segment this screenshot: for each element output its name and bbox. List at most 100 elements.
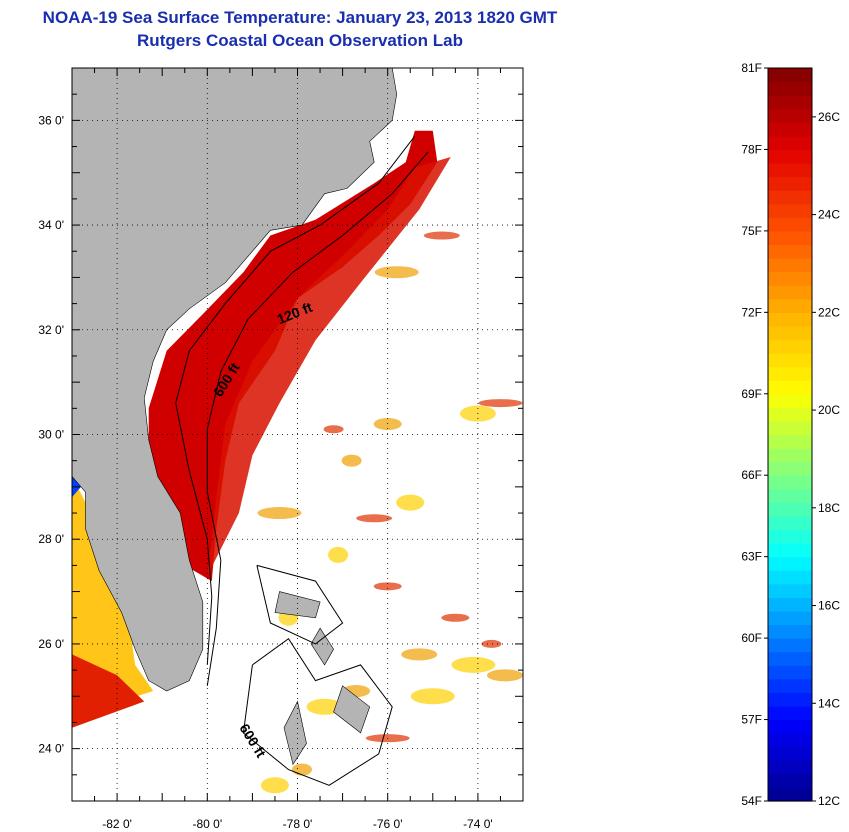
colorbar-band	[768, 271, 812, 286]
colorbar-band	[768, 624, 812, 639]
contour-bahamas-bank	[242, 637, 393, 786]
colorbar-band	[768, 638, 812, 653]
colorbar-label-c: 20C	[818, 403, 840, 417]
lon-tick-label: -78 0'	[283, 817, 313, 831]
colorbar-label-c: 26C	[818, 110, 840, 124]
sst-speck	[401, 648, 438, 661]
gulf-warm-edge	[72, 654, 145, 728]
contour-little-bahama-bank	[256, 564, 344, 645]
colorbar-band	[768, 176, 812, 191]
colorbar-band	[768, 692, 812, 707]
colorbar-label-f: 66F	[741, 468, 762, 482]
colorbar-label-f: 72F	[741, 305, 762, 319]
colorbar-band	[768, 773, 812, 789]
colorbar-band	[768, 420, 812, 436]
lat-tick-label: 32 0'	[38, 323, 64, 337]
colorbar-band	[768, 95, 812, 110]
lat-tick-label: 30 0'	[38, 428, 64, 442]
colorbar-label-c: 18C	[818, 501, 840, 515]
colorbar-label-f: 75F	[741, 224, 762, 238]
colorbar-band	[768, 203, 812, 218]
colorbar-band	[768, 610, 812, 626]
colorbar-band	[768, 353, 812, 368]
sst-speck	[478, 399, 523, 408]
lat-tick-label: 36 0'	[38, 113, 64, 127]
contour-600ft	[206, 151, 429, 686]
sst-speck	[341, 454, 362, 467]
colorbar-label-f: 57F	[741, 713, 762, 727]
sst-speck	[396, 494, 425, 511]
colorbar-band	[768, 719, 812, 734]
colorbar-band	[768, 135, 812, 151]
land-mainland	[72, 68, 398, 692]
colorbar-band	[768, 448, 812, 463]
colorbar-band	[768, 488, 812, 503]
sst-speck	[486, 669, 523, 682]
colorbar-label-c: 22C	[818, 305, 840, 319]
colorbar-band	[768, 760, 812, 775]
colorbar-band	[768, 461, 812, 476]
colorbar-label-f: 81F	[741, 61, 762, 75]
colorbar-band	[768, 366, 812, 381]
sst-speck	[323, 425, 344, 434]
sst-speck	[373, 582, 402, 591]
colorbar-band	[768, 733, 812, 748]
colorbar-band	[768, 583, 812, 598]
colorbar-band	[768, 81, 812, 96]
lat-tick-label: 24 0'	[38, 742, 64, 756]
colorbar-band	[768, 190, 812, 205]
colorbar-band	[768, 665, 812, 680]
colorbar-label-f: 63F	[741, 550, 762, 564]
colorbar-label-f: 69F	[741, 387, 762, 401]
lon-tick-label: -82 0'	[102, 817, 132, 831]
contour-120ft	[175, 135, 416, 665]
sst-speck	[481, 639, 502, 648]
colorbar-band	[768, 746, 812, 761]
colorbar-band	[768, 597, 812, 612]
sst-speck	[410, 688, 455, 705]
colorbar-band	[768, 380, 812, 395]
colorbar-label-c: 14C	[818, 696, 840, 710]
colorbar-band	[768, 149, 812, 164]
colorbar-band	[768, 434, 812, 449]
colorbar-label-c: 16C	[818, 599, 840, 613]
colorbar-band	[768, 122, 812, 137]
sst-speck	[423, 231, 460, 240]
colorbar-label-c: 24C	[818, 208, 840, 222]
title-line-2: Rutgers Coastal Ocean Observation Lab	[137, 31, 463, 50]
colorbar-band	[768, 475, 812, 490]
lon-tick-label: -76 0'	[373, 817, 403, 831]
colorbar-band	[768, 298, 812, 313]
sst-speck	[257, 507, 302, 520]
colorbar-label-f: 54F	[741, 794, 762, 808]
colorbar-band	[768, 108, 812, 123]
sst-speck	[328, 546, 349, 563]
lon-tick-label: -74 0'	[463, 817, 493, 831]
lon-tick-label: -80 0'	[192, 817, 222, 831]
colorbar-band	[768, 393, 812, 408]
title-line-1: NOAA-19 Sea Surface Temperature: January…	[42, 8, 558, 27]
colorbar-band	[768, 285, 812, 300]
sst-speck	[441, 613, 470, 622]
colorbar-band	[768, 570, 812, 585]
colorbar-band	[768, 230, 812, 246]
lat-tick-label: 34 0'	[38, 218, 64, 232]
bahamas-island	[310, 627, 334, 666]
colorbar-band	[768, 325, 812, 341]
map-title: NOAA-19 Sea Surface Temperature: January…	[0, 6, 600, 52]
gulf-stream-warm-core	[207, 157, 451, 576]
colorbar-band	[768, 312, 812, 327]
colorbar-band	[768, 543, 812, 558]
colorbar-band	[768, 258, 812, 273]
colorbar-band	[768, 163, 812, 178]
colorbar-band	[768, 529, 812, 544]
colorbar-band	[768, 515, 812, 531]
colorbar-band	[768, 678, 812, 694]
sst-speck	[373, 418, 402, 431]
colorbar-band	[768, 244, 812, 259]
bahamas-island	[333, 685, 371, 734]
sst-speck	[306, 698, 343, 715]
lat-tick-label: 26 0'	[38, 637, 64, 651]
